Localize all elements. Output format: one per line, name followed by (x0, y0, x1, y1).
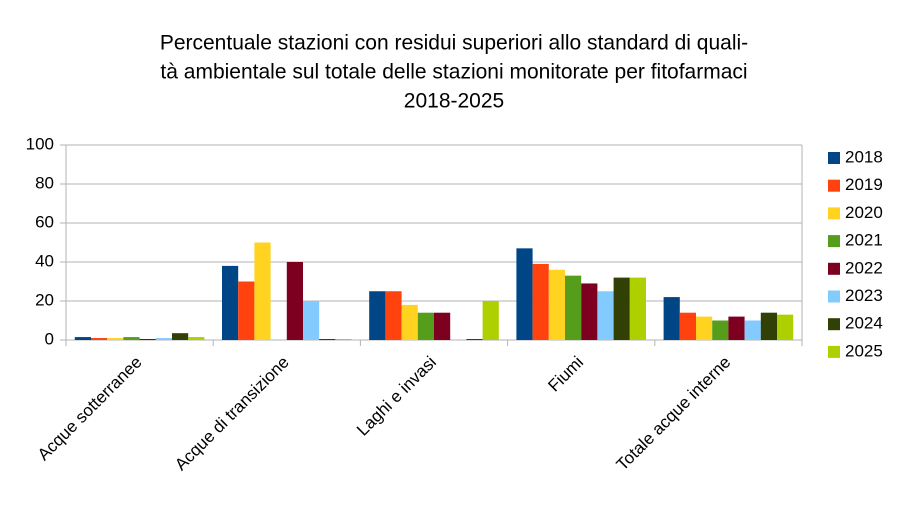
bar (369, 291, 386, 340)
bar (401, 304, 418, 340)
bar (696, 316, 713, 340)
legend-label: 2023 (845, 286, 883, 305)
bar (172, 333, 189, 340)
bar (385, 291, 402, 340)
y-tick-label: 80 (35, 173, 54, 192)
bar (728, 316, 745, 340)
bar (434, 312, 451, 340)
bar (679, 312, 696, 340)
bar (482, 301, 499, 340)
bar (744, 320, 761, 340)
bar (254, 242, 271, 340)
bar (222, 265, 239, 340)
bar (466, 339, 483, 340)
bar (712, 320, 729, 340)
bar (417, 312, 434, 340)
y-tick-label: 20 (35, 290, 54, 309)
chart-title: tà ambientale sul totale delle stazioni … (160, 61, 747, 84)
bar (581, 283, 598, 340)
legend-label: 2021 (845, 231, 883, 250)
bar (335, 339, 352, 340)
y-tick-label: 60 (35, 212, 54, 231)
bar (613, 277, 630, 340)
legend-swatch (828, 345, 840, 358)
bar (663, 297, 680, 340)
legend-label: 2019 (845, 175, 883, 194)
bar (107, 338, 124, 340)
bar (516, 248, 533, 340)
legend-swatch (828, 152, 840, 164)
legend-label: 2024 (845, 314, 883, 333)
y-tick-label: 0 (45, 329, 54, 348)
legend-swatch (828, 290, 840, 303)
chart-title: 2018-2025 (404, 90, 504, 113)
legend-swatch (828, 318, 840, 331)
y-tick-label: 100 (26, 134, 54, 153)
bar (629, 277, 646, 340)
bar (548, 269, 565, 340)
bar (155, 338, 172, 340)
bar (188, 337, 205, 340)
legend-label: 2018 (845, 147, 883, 166)
bar (91, 338, 108, 340)
bar (139, 339, 156, 340)
bar (74, 337, 91, 340)
chart-title: Percentuale stazioni con residui superio… (160, 32, 748, 55)
bar (597, 291, 614, 340)
bar (777, 314, 794, 340)
bar (123, 337, 140, 340)
legend-swatch (828, 262, 840, 275)
legend-swatch (828, 235, 840, 248)
bar (565, 275, 582, 340)
legend-label: 2025 (845, 341, 883, 360)
y-tick-label: 40 (35, 251, 54, 270)
bar (286, 262, 303, 340)
bar (319, 339, 336, 340)
legend-swatch (828, 207, 840, 220)
bar (760, 312, 777, 340)
legend-label: 2020 (845, 203, 883, 222)
bar (532, 263, 549, 340)
bar (238, 281, 255, 340)
legend-swatch (828, 179, 840, 192)
bar (303, 301, 320, 340)
legend-label: 2022 (845, 258, 883, 277)
